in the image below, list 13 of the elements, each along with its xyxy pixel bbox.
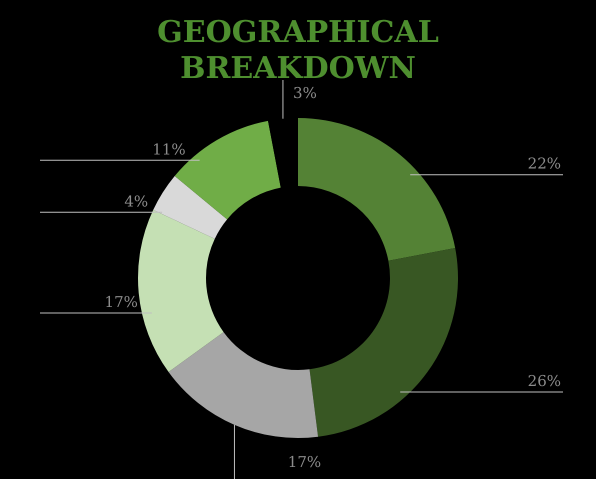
donut-slice	[298, 118, 456, 261]
donut-slice	[138, 210, 224, 372]
data-label: 22%	[528, 154, 561, 173]
data-label: 17%	[288, 452, 322, 471]
data-label: 11%	[152, 140, 186, 158]
chart-title: GEOGRAPHICAL BREAKDOWN	[157, 15, 439, 86]
data-label: 17%	[104, 293, 138, 312]
data-label: 3%	[293, 84, 317, 102]
donut-slice	[310, 248, 458, 437]
donut-slice	[168, 332, 318, 438]
data-label: 26%	[528, 372, 561, 390]
data-label: 4%	[124, 192, 148, 210]
donut-slice	[153, 176, 228, 239]
